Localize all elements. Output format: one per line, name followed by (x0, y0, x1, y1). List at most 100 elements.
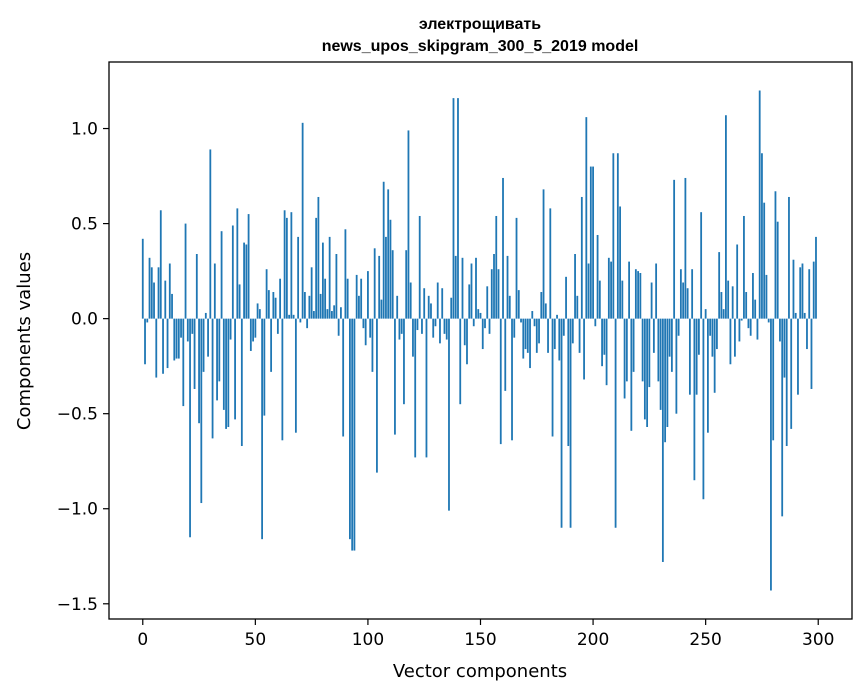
bar-147 (472, 318, 475, 327)
bar-233 (666, 318, 669, 427)
bar-9 (162, 318, 164, 374)
x-tick-label-150: 150 (464, 630, 496, 650)
bar-49 (252, 318, 254, 342)
bar-227 (652, 318, 655, 353)
bar-80 (321, 242, 324, 319)
bar-142 (461, 257, 464, 319)
bar-295 (806, 318, 808, 350)
bar-248 (700, 212, 703, 319)
bar-253 (711, 318, 714, 357)
bar-76 (312, 311, 315, 319)
bar-265 (738, 318, 741, 342)
bar-280 (772, 318, 775, 441)
bar-65 (288, 314, 291, 319)
bar-262 (731, 286, 734, 319)
bar-118 (407, 130, 410, 319)
bar-33 (216, 318, 218, 401)
bar-13 (171, 293, 173, 319)
bar-28 (204, 312, 207, 319)
bar-220 (637, 271, 640, 319)
bar-143 (463, 318, 466, 346)
bar-162 (506, 255, 509, 319)
bar-59 (274, 297, 277, 319)
bar-149 (477, 309, 480, 319)
bar-175 (535, 318, 538, 353)
bar-292 (799, 267, 802, 319)
bar-32 (213, 263, 216, 319)
bar-60 (276, 318, 279, 334)
bar-169 (522, 318, 525, 359)
bar-294 (803, 312, 806, 319)
bar-283 (779, 318, 781, 342)
bar-145 (468, 284, 471, 319)
bar-34 (218, 318, 221, 382)
bar-250 (704, 309, 707, 319)
bar-209 (612, 153, 615, 319)
bar-178 (542, 189, 545, 319)
bar-246 (695, 318, 698, 395)
bar-14 (173, 318, 176, 361)
bar-286 (785, 318, 788, 447)
bar-26 (200, 318, 203, 504)
bar-155 (490, 269, 493, 319)
bar-38 (227, 318, 230, 427)
bar-10 (164, 280, 167, 319)
bar-232 (664, 318, 667, 443)
bar-75 (310, 267, 313, 319)
bar-270 (749, 318, 752, 336)
bar-12 (168, 263, 171, 319)
bar-167 (517, 290, 520, 319)
y-tick-label-4: 0.5 (71, 215, 98, 235)
bar-94 (353, 318, 356, 551)
bar-114 (398, 318, 401, 340)
bar-234 (668, 318, 671, 357)
bar-128 (430, 303, 432, 319)
bar-225 (648, 318, 651, 388)
bar-117 (405, 250, 408, 319)
bar-229 (657, 318, 660, 382)
bar-63 (283, 210, 286, 319)
bar-205 (603, 318, 606, 355)
bar-151 (481, 318, 484, 350)
bar-268 (745, 292, 748, 319)
bar-176 (538, 318, 540, 344)
x-tick-label-300: 300 (802, 630, 834, 650)
bar-64 (285, 217, 288, 319)
y-tick-label-0: −1.5 (57, 595, 98, 615)
bar-223 (643, 318, 646, 420)
bar-267 (743, 215, 745, 319)
bar-113 (396, 295, 399, 319)
bar-79 (319, 293, 322, 319)
bar-222 (641, 318, 644, 382)
bar-184 (556, 314, 558, 319)
bar-161 (504, 318, 507, 391)
bar-101 (369, 318, 372, 338)
bar-153 (486, 286, 489, 319)
bar-281 (774, 191, 777, 319)
bar-297 (810, 318, 813, 389)
bar-160 (502, 177, 504, 319)
x-tick-label-50: 50 (245, 630, 267, 650)
bar-11 (166, 318, 169, 369)
bar-298 (812, 261, 815, 319)
bar-279 (770, 318, 772, 591)
bar-166 (515, 217, 518, 319)
bar-231 (661, 318, 664, 562)
bar-3 (148, 257, 151, 319)
bar-70 (299, 318, 302, 323)
bar-236 (673, 179, 676, 319)
bar-192 (574, 254, 576, 319)
bar-18 (182, 318, 185, 407)
bar-159 (499, 318, 502, 445)
bar-241 (684, 177, 687, 319)
bar-137 (450, 297, 453, 319)
bar-260 (727, 280, 730, 319)
chart-title-line1: электрощивать (419, 16, 541, 33)
bar-112 (394, 318, 396, 435)
bar-119 (409, 282, 412, 319)
bar-67 (292, 314, 295, 319)
bar-53 (261, 318, 263, 540)
bar-273 (756, 318, 759, 340)
bar-180 (547, 318, 549, 353)
